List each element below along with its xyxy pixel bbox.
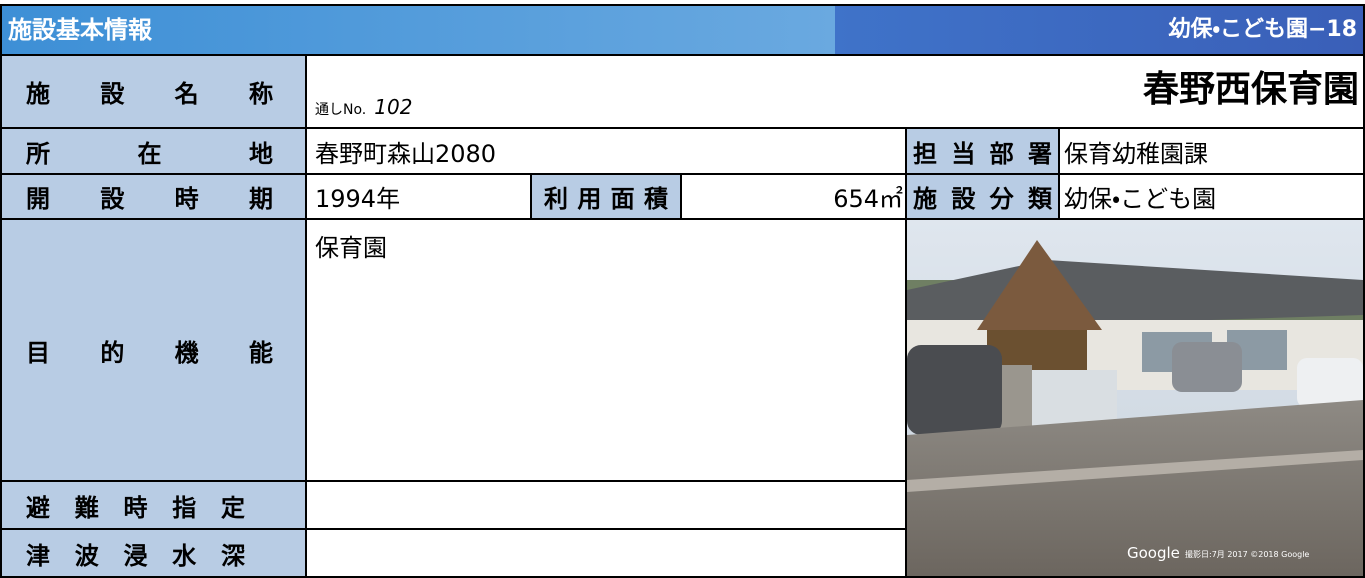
gate-roof	[977, 240, 1102, 330]
label-cell: 利 用 面 積	[530, 173, 682, 220]
header-code: 幼保・こども園−18	[1168, 17, 1357, 42]
value-cell: 1994年	[305, 173, 532, 220]
value-cell: 春野町森山2080	[305, 127, 907, 175]
header-left	[2, 6, 835, 54]
value-cell	[305, 528, 907, 578]
label-cell: 目 的 機 能	[0, 218, 307, 482]
serial-label: 通しNo.	[315, 102, 367, 118]
serial-number: 102	[374, 95, 413, 119]
facility-name: 春野西保育園	[1142, 69, 1359, 110]
photo-frame: Google 撮影日:7月 2017 ©2018 Google	[905, 218, 1365, 578]
label: 施 設 分 類	[913, 185, 1052, 213]
label-cell: 所 在 地	[0, 127, 307, 175]
label-cell: 避 難 時 指 定	[0, 480, 307, 530]
car	[1172, 342, 1242, 392]
label-cell: 津 波 浸 水 深	[0, 528, 307, 578]
label-cell: 開 設 時 期	[0, 173, 307, 220]
value-cell: 保育園	[305, 218, 907, 482]
label-cell: 施 設 名 称	[0, 54, 307, 129]
label-cell: 施 設 分 類	[905, 173, 1060, 220]
label: 開 設 時 期	[26, 185, 273, 213]
road	[907, 400, 1363, 576]
label: 津 波 浸 水 深	[26, 541, 245, 570]
street-photo: Google 撮影日:7月 2017 ©2018 Google	[907, 220, 1363, 576]
label: 目 的 機 能	[26, 338, 273, 367]
label: 施 設 名 称	[26, 80, 273, 108]
label: 利 用 面 積	[544, 185, 668, 213]
label: 担 当 部 署	[913, 139, 1052, 168]
header-title: 施設基本情報	[8, 16, 152, 44]
value-cell: 保育幼稚園課	[1058, 127, 1365, 175]
value-cell: 654㎡	[680, 173, 907, 220]
label-cell: 担 当 部 署	[905, 127, 1060, 175]
value-cell	[305, 480, 907, 530]
label: 避 難 時 指 定	[26, 493, 245, 522]
header-right	[835, 6, 1363, 54]
value-cell: 幼保・こども園	[1058, 173, 1365, 220]
car	[907, 345, 1002, 435]
car	[1297, 358, 1363, 408]
photo-caption: 撮影日:7月 2017 ©2018 Google	[1185, 549, 1309, 559]
photo-brand: Google	[1127, 544, 1180, 562]
curb	[907, 450, 1363, 492]
label: 所 在 地	[26, 139, 273, 168]
